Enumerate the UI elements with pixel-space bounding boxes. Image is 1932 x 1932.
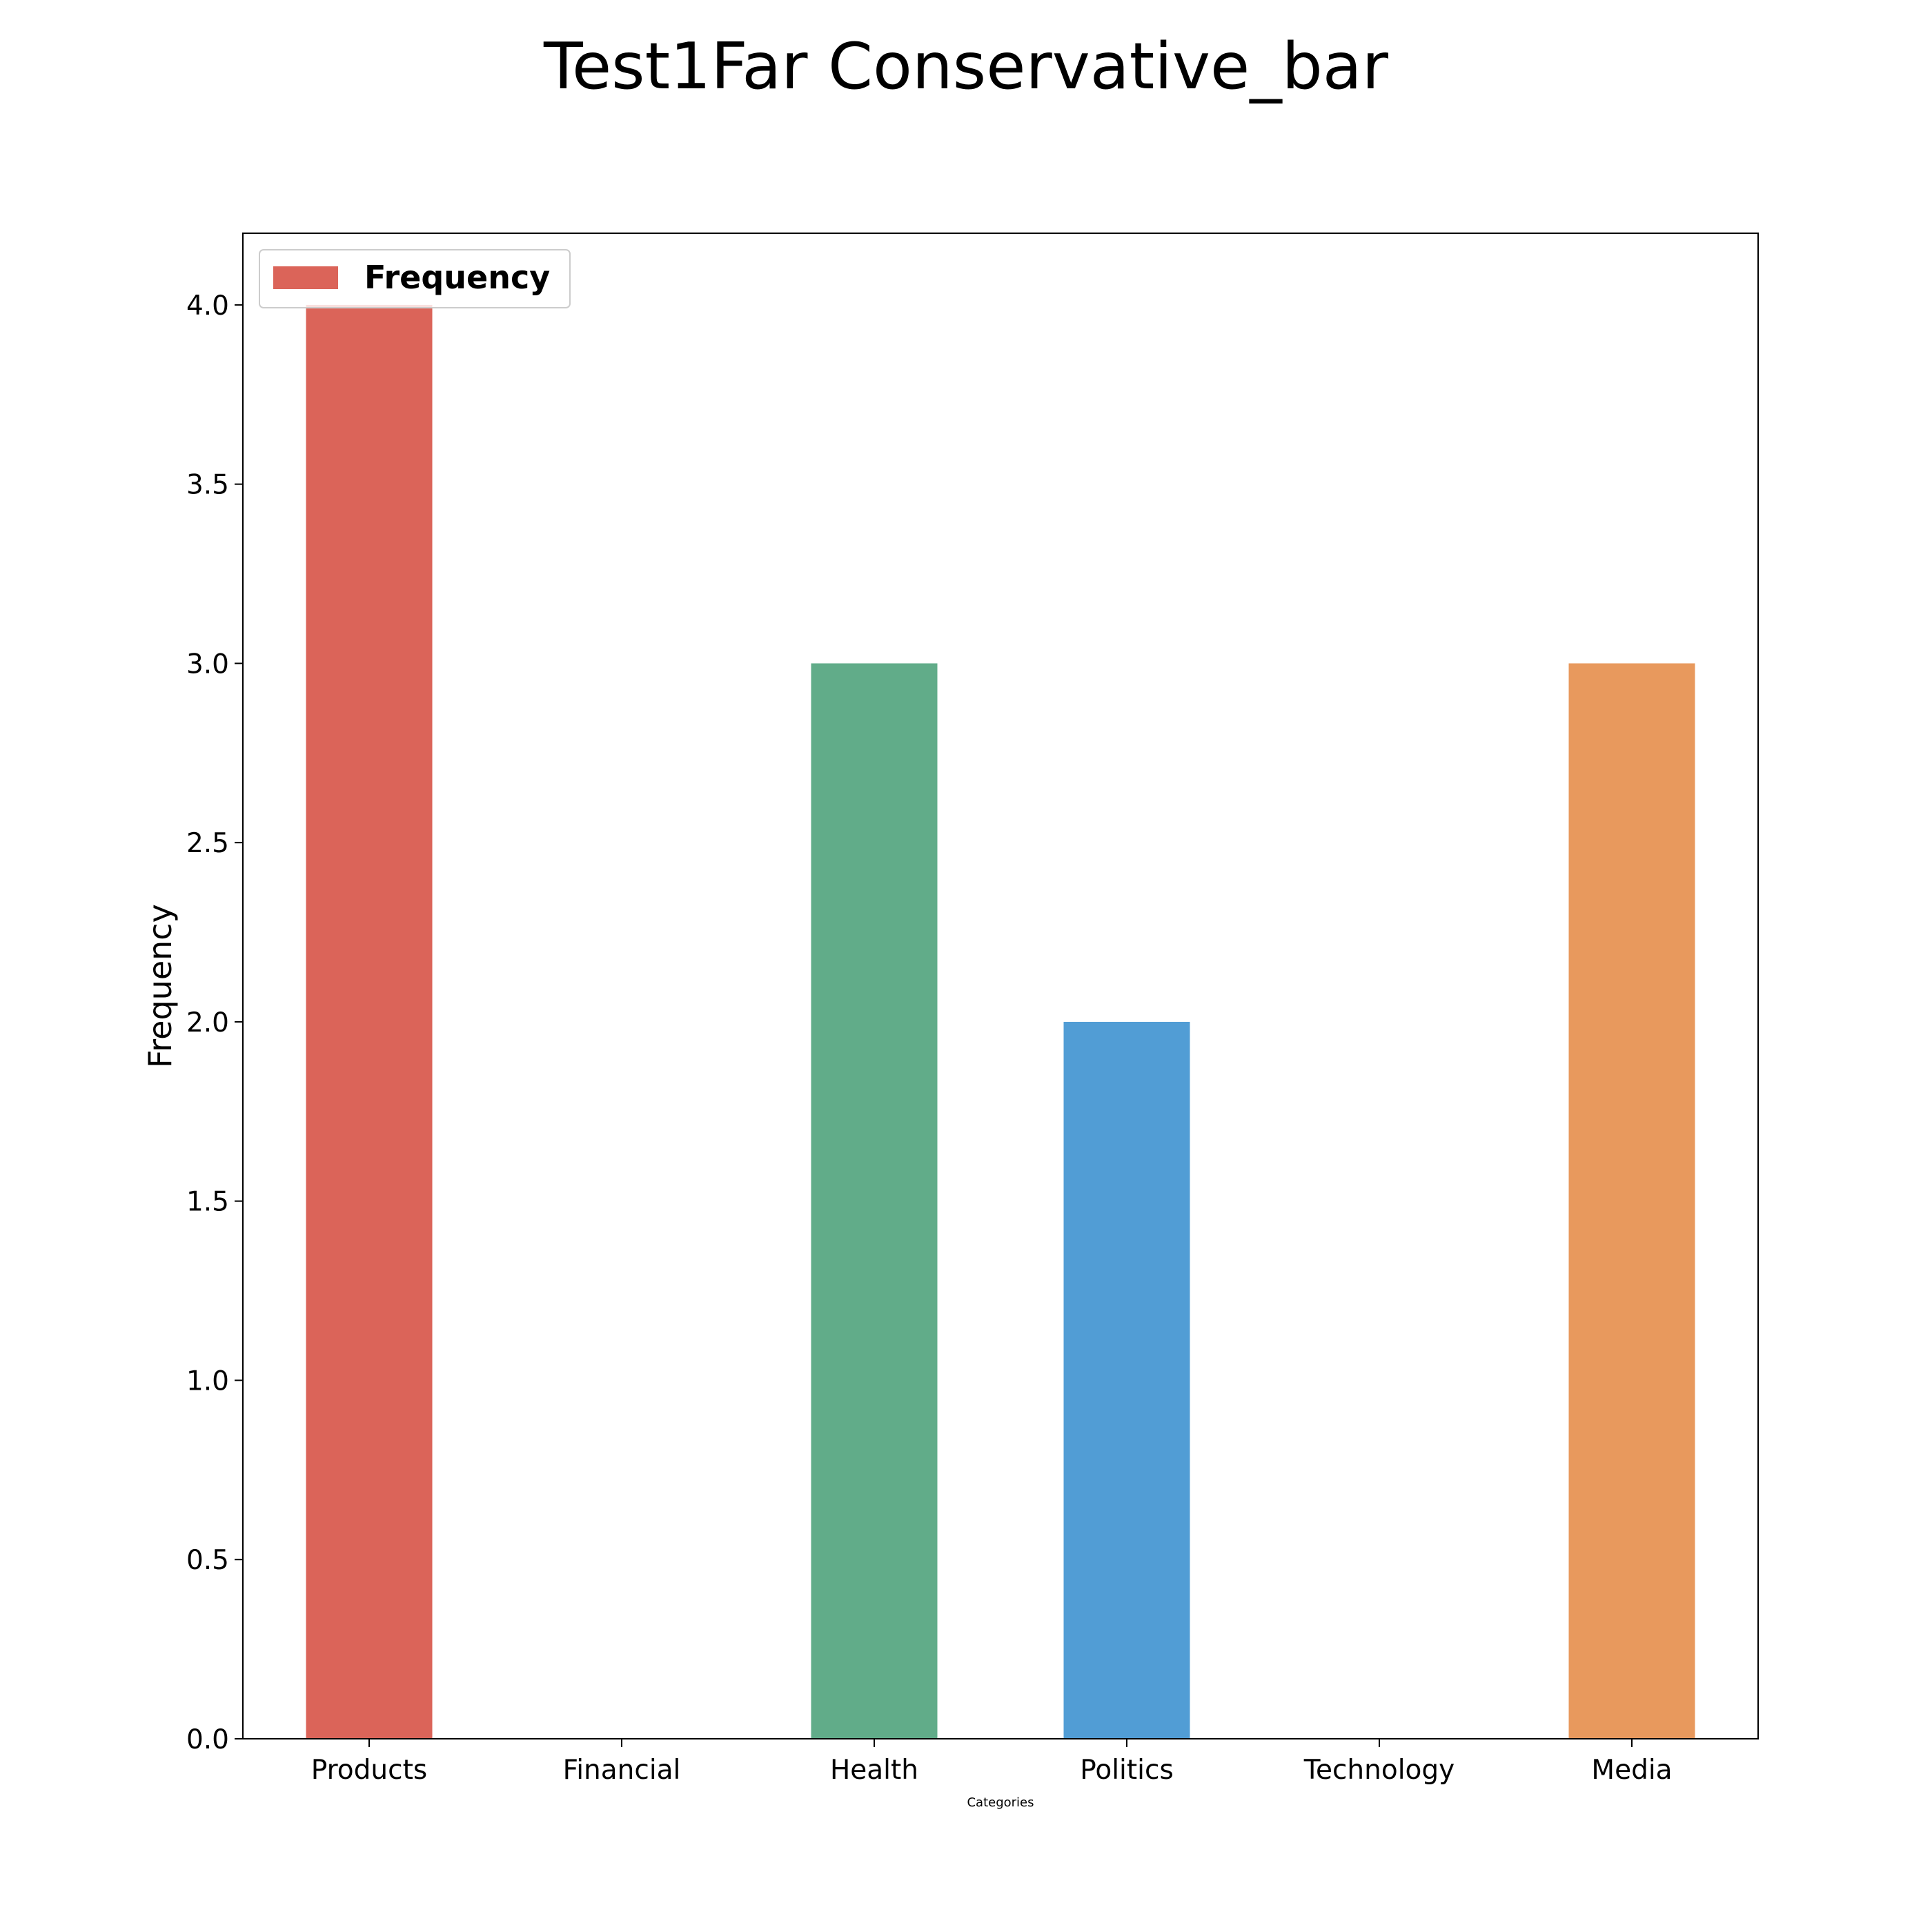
y-axis-ticks: 0.0 0.5 1.0 1.5 2.0 2.5 3.0 3.5 4.0 — [186, 290, 243, 1755]
bar-health — [811, 663, 938, 1739]
plot-frame — [242, 233, 1759, 1739]
x-tick-label-politics: Politics — [1080, 1755, 1174, 1786]
y-tick-label: 3.0 — [186, 649, 229, 680]
y-tick-label: 2.0 — [186, 1007, 229, 1038]
y-tick-label: 1.5 — [186, 1187, 229, 1218]
y-tick-label: 3.5 — [186, 470, 229, 501]
x-axis-label: Categories — [967, 1795, 1034, 1810]
legend-swatch — [273, 266, 338, 289]
x-tick-label-media: Media — [1591, 1755, 1672, 1786]
x-axis-ticks: Products Financial Health Politics Technolog… — [311, 1739, 1673, 1786]
bar-politics — [1063, 1021, 1190, 1739]
y-tick-label: 1.0 — [186, 1366, 229, 1397]
bar-products — [306, 304, 433, 1739]
legend: Frequency — [259, 249, 571, 308]
y-tick-label: 4.0 — [186, 290, 229, 322]
chart-title: Test1Far Conservative_bar — [543, 29, 1389, 103]
x-tick-label-health: Health — [830, 1755, 918, 1786]
bars-group — [306, 304, 1695, 1739]
y-axis-label: Frequency — [141, 904, 179, 1068]
x-tick-label-financial: Financial — [563, 1755, 681, 1786]
bar-media — [1568, 663, 1695, 1739]
x-tick-label-products: Products — [311, 1755, 427, 1786]
y-tick-label: 0.0 — [186, 1724, 229, 1755]
legend-box — [259, 249, 571, 308]
legend-label: Frequency — [364, 259, 550, 296]
x-tick-label-technology: Technology — [1303, 1755, 1455, 1786]
y-tick-label: 0.5 — [186, 1545, 229, 1576]
y-tick-label: 2.5 — [186, 828, 229, 859]
